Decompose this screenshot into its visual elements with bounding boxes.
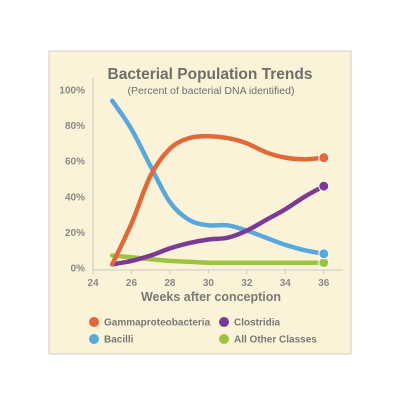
x-tick-label: 30 xyxy=(203,278,215,289)
x-tick-label: 24 xyxy=(87,278,99,289)
x-axis-label: Weeks after conception xyxy=(141,290,281,304)
legend-label: Gammaproteobacteria xyxy=(104,318,211,329)
legend-label: Bacilli xyxy=(104,335,134,346)
x-tick-label: 36 xyxy=(318,278,330,289)
x-tick-label: 34 xyxy=(280,278,292,289)
y-tick-label: 80% xyxy=(65,121,85,132)
series-line-all-other-classes xyxy=(109,253,327,265)
series-line-bacilli xyxy=(109,98,327,257)
series-line-clostridia xyxy=(109,183,327,267)
series-end-point-gammaproteobacteria xyxy=(318,152,330,164)
legend-label: Clostridia xyxy=(234,318,281,329)
legend-label: All Other Classes xyxy=(234,335,317,346)
legend-swatch xyxy=(219,334,229,344)
x-axis-ticks: 24 26 28 30 32 34 36 xyxy=(87,270,330,289)
y-tick-label: 0% xyxy=(71,264,86,275)
y-tick-label: 40% xyxy=(65,192,85,203)
y-tick-label: 60% xyxy=(65,157,85,168)
chart-title: Bacterial Population Trends xyxy=(108,66,313,83)
series-end-point-clostridia xyxy=(318,180,330,192)
y-tick-label: 20% xyxy=(65,228,85,239)
chart-subtitle: (Percent of bacterial DNA identified) xyxy=(128,85,295,97)
x-tick-label: 28 xyxy=(164,278,176,289)
legend-swatch xyxy=(219,317,229,327)
series-lines xyxy=(109,98,327,267)
x-tick-label: 26 xyxy=(126,278,138,289)
series-end-point-bacilli xyxy=(318,248,330,260)
chart-background xyxy=(48,50,352,355)
y-tick-label: 100% xyxy=(59,86,85,97)
series-line-gammaproteobacteria xyxy=(109,134,327,267)
legend-swatch xyxy=(89,317,99,327)
x-tick-label: 32 xyxy=(241,278,253,289)
legend-swatch xyxy=(89,334,99,344)
legend: Gammaproteobacteria Clostridia Bacilli All … xyxy=(89,317,317,346)
y-axis-ticks: 0% 20% 40% 60% 80% 100% xyxy=(59,86,85,275)
series-markers xyxy=(318,152,330,269)
